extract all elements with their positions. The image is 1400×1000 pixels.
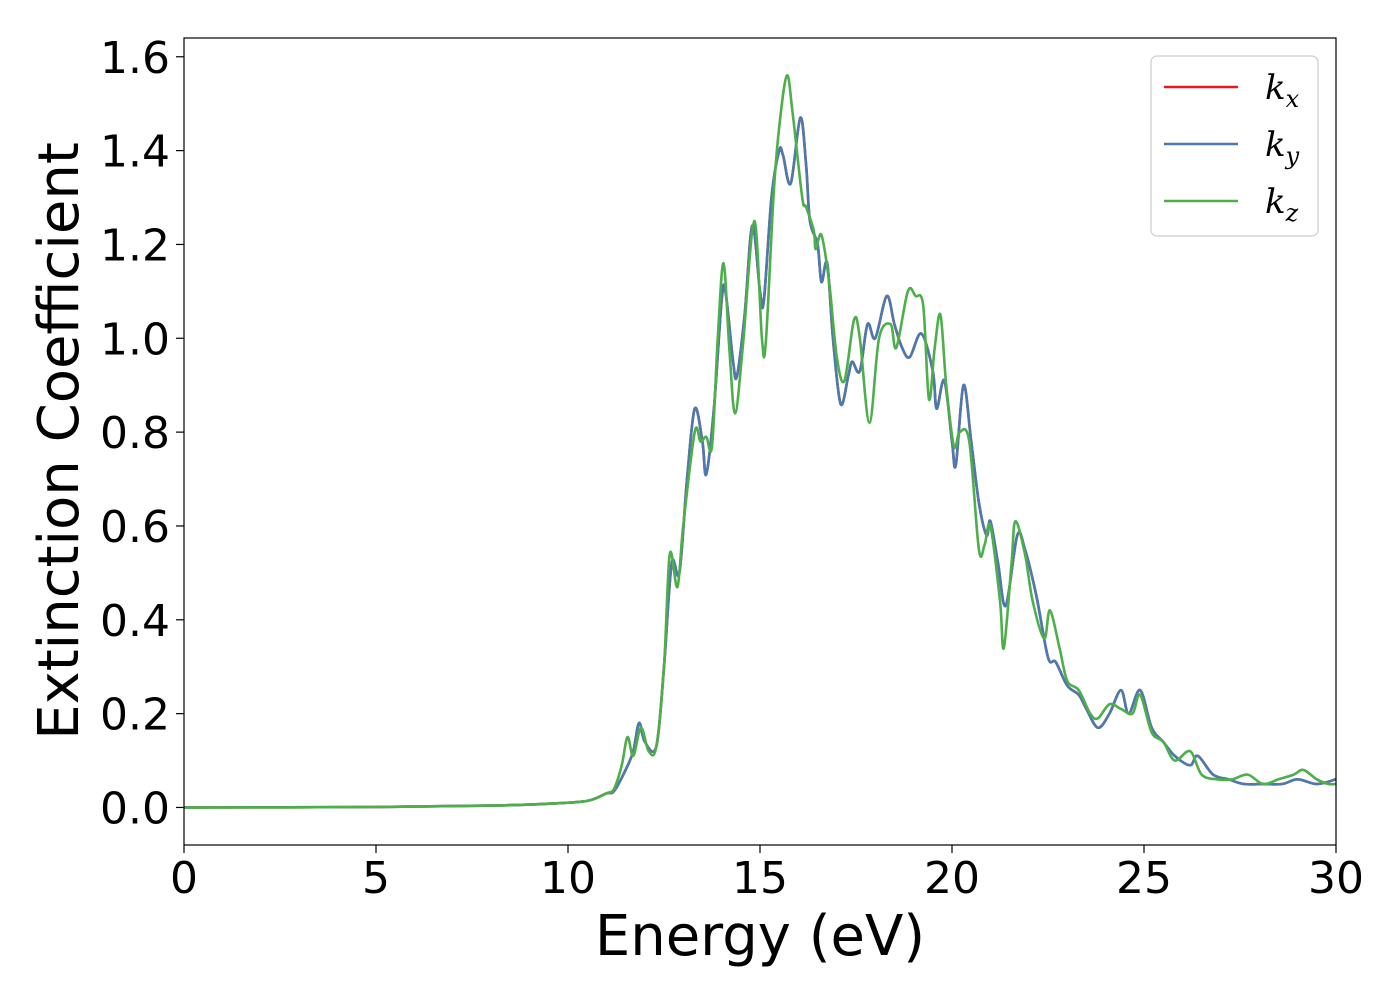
y-tick-label: 0.4 <box>100 596 170 647</box>
legend-label-subscript: y <box>1285 142 1300 170</box>
x-axis-label: Energy (eV) <box>595 904 925 969</box>
legend-label-ky: ky <box>1265 125 1300 170</box>
y-tick-label: 0.0 <box>100 783 170 834</box>
legend-label-subscript: x <box>1286 85 1300 113</box>
x-tick-label: 15 <box>732 853 788 904</box>
y-axis: 0.0 0.2 0.4 0.6 0.8 1.0 1.2 1.4 1.6 <box>100 33 184 834</box>
x-tick-label: 0 <box>170 853 198 904</box>
y-tick-label: 0.6 <box>100 502 170 553</box>
series-line-kz <box>184 74 1336 809</box>
series-layer <box>184 74 1336 809</box>
x-tick-label: 30 <box>1308 853 1364 904</box>
legend-label-subscript: z <box>1285 199 1299 227</box>
y-tick-label: 1.2 <box>100 220 170 271</box>
y-tick-label: 0.2 <box>100 690 170 741</box>
x-axis: 0 5 10 15 20 25 30 <box>170 845 1364 904</box>
legend-label-kz: kz <box>1265 182 1299 227</box>
y-tick-label: 1.0 <box>100 314 170 365</box>
y-tick-label: 0.8 <box>100 408 170 459</box>
x-tick-label: 25 <box>1116 853 1172 904</box>
legend-label-base: k <box>1265 68 1286 108</box>
x-tick-label: 5 <box>362 853 390 904</box>
y-axis-label: Extinction Coefficient <box>27 142 92 740</box>
series-line-ky <box>184 116 1336 809</box>
y-tick-label: 1.4 <box>100 127 170 178</box>
x-tick-label: 20 <box>924 853 980 904</box>
legend-label-base: k <box>1265 125 1286 165</box>
y-tick-label: 1.6 <box>100 33 170 84</box>
legend-label-base: k <box>1265 182 1286 222</box>
x-tick-label: 10 <box>540 853 596 904</box>
legend-label-kx: kx <box>1265 68 1300 113</box>
legend-box <box>1150 55 1319 237</box>
